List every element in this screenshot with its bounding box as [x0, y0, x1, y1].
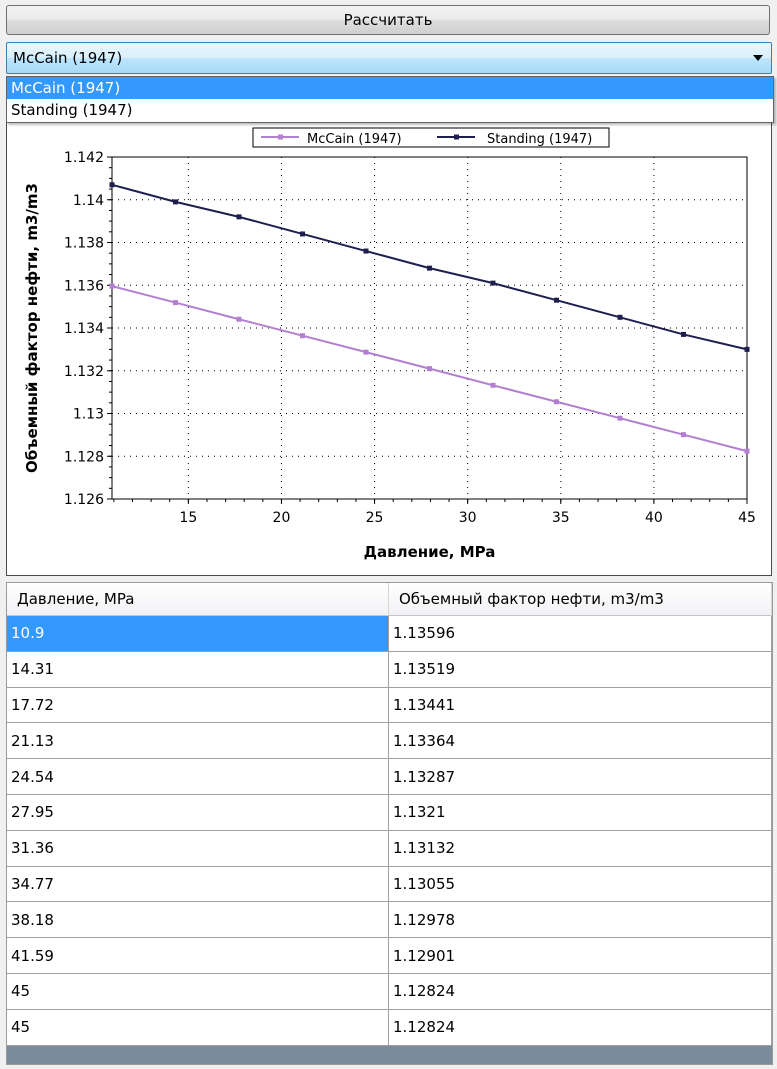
data-point [427, 366, 432, 372]
data-point [490, 280, 496, 286]
cell-pressure[interactable]: 41.59 [7, 938, 389, 973]
column-header-pressure[interactable]: Давление, MPa [7, 583, 389, 615]
data-point [236, 316, 242, 322]
cell-pressure[interactable]: 38.18 [7, 902, 389, 938]
cell-oil-fvf[interactable]: 1.12901 [389, 938, 772, 973]
column-header-oil-fvf[interactable]: Объемный фактор нефти, m3/m3 [389, 583, 772, 615]
data-point [173, 300, 178, 306]
data-point [617, 314, 623, 320]
cell-oil-fvf[interactable]: 1.13596 [389, 616, 772, 651]
x-tick-label: 25 [366, 510, 384, 526]
data-point [173, 199, 178, 205]
cell-pressure[interactable]: 31.36 [7, 830, 389, 866]
oil-fvf-chart: 1.126 1.128 1.13 1.132 1.134 1.136 1.138 1.14 1.… [23, 127, 756, 561]
cell-pressure[interactable]: 45 [7, 1009, 389, 1045]
y-tick-label: 1.138 [64, 236, 104, 252]
cell-pressure[interactable]: 24.54 [7, 759, 389, 794]
legend-label: Standing (1947) [487, 132, 592, 147]
data-point [363, 349, 369, 355]
x-tick-label: 30 [459, 510, 477, 526]
data-point [744, 448, 750, 454]
y-tick-label: 1.14 [73, 193, 104, 209]
table-row[interactable]: 38.18 1.12978 [7, 902, 772, 939]
cell-oil-fvf[interactable]: 1.12824 [389, 1009, 772, 1045]
cell-pressure[interactable]: 34.77 [7, 866, 389, 902]
y-tick-label: 1.13 [73, 407, 104, 423]
cell-oil-fvf[interactable]: 1.12824 [389, 973, 772, 1009]
x-tick-label: 20 [273, 510, 291, 526]
data-point [300, 231, 305, 237]
table-row[interactable]: 34.77 1.13055 [7, 866, 772, 903]
cell-oil-fvf[interactable]: 1.13364 [389, 723, 772, 759]
data-point [427, 265, 432, 271]
data-point [681, 432, 686, 438]
legend-marker [278, 134, 283, 140]
table-row[interactable]: 10.9 1.13596 [7, 616, 772, 652]
legend-label: McCain (1947) [307, 132, 402, 147]
y-tick-label: 1.142 [64, 150, 104, 166]
y-tick-label: 1.132 [64, 364, 104, 380]
table-row[interactable]: 45 1.12824 [7, 1009, 772, 1046]
data-point [363, 248, 369, 254]
table-row[interactable]: 27.95 1.1321 [7, 794, 772, 831]
cell-pressure[interactable]: 27.95 [7, 794, 389, 830]
data-point [681, 331, 686, 337]
table-row[interactable]: 24.54 1.13287 [7, 759, 772, 795]
chart-panel: 1.126 1.128 1.13 1.132 1.134 1.136 1.138 1.14 1.… [6, 76, 772, 576]
cell-pressure[interactable]: 14.31 [7, 651, 389, 687]
cell-pressure[interactable]: 17.72 [7, 687, 389, 723]
data-point [109, 283, 115, 289]
dropdown-option-mccain[interactable]: McCain (1947) [7, 77, 773, 99]
dropdown-option-standing[interactable]: Standing (1947) [11, 101, 133, 119]
x-tick-label: 35 [552, 510, 570, 526]
data-point [554, 399, 559, 405]
x-axis-label: Давление, MPa [364, 543, 496, 561]
table-row[interactable]: 45 1.12824 [7, 973, 772, 1010]
data-point [236, 214, 242, 220]
results-grid[interactable]: Давление, MPa Объемный фактор нефти, m3/… [6, 582, 773, 1065]
calculate-button[interactable]: Рассчитать [6, 5, 770, 35]
data-point [300, 333, 305, 339]
correlation-select-value: McCain (1947) [13, 49, 123, 67]
correlation-select[interactable]: McCain (1947) [6, 42, 772, 74]
x-tick-label: 45 [738, 510, 756, 526]
table-row[interactable]: 41.59 1.12901 [7, 938, 772, 974]
y-tick-label: 1.128 [64, 449, 104, 465]
data-point [554, 297, 559, 303]
cell-oil-fvf[interactable]: 1.13132 [389, 830, 772, 866]
correlation-dropdown-list[interactable]: McCain (1947) Standing (1947) [6, 76, 774, 123]
cell-oil-fvf[interactable]: 1.12978 [389, 902, 772, 938]
table-row[interactable]: 21.13 1.13364 [7, 723, 772, 760]
grid-header: Давление, MPa Объемный фактор нефти, m3/… [7, 583, 772, 616]
data-point [744, 346, 750, 352]
cell-oil-fvf[interactable]: 1.13287 [389, 759, 772, 794]
cell-oil-fvf[interactable]: 1.13441 [389, 687, 772, 723]
y-tick-label: 1.126 [64, 492, 104, 508]
cell-oil-fvf[interactable]: 1.13055 [389, 866, 772, 902]
cell-pressure[interactable]: 10.9 [7, 616, 389, 651]
grid-body: 10.9 1.13596 14.31 1.13519 17.72 1.13441 21.13… [7, 616, 772, 1046]
cell-oil-fvf[interactable]: 1.13519 [389, 651, 772, 687]
cell-oil-fvf[interactable]: 1.1321 [389, 794, 772, 830]
x-tick-label: 15 [179, 510, 197, 526]
plot-area [111, 156, 748, 500]
legend-marker [454, 134, 459, 140]
y-tick-label: 1.136 [64, 278, 104, 294]
cell-pressure[interactable]: 45 [7, 973, 389, 1009]
y-axis-label: Объемный фактор нефти, m3/m3 [23, 183, 41, 473]
data-point [617, 415, 623, 421]
y-tick-label: 1.134 [64, 321, 104, 337]
data-point [490, 382, 496, 388]
x-tick-label: 40 [645, 510, 663, 526]
legend-box [252, 127, 610, 148]
table-row[interactable]: 31.36 1.13132 [7, 830, 772, 867]
chevron-down-icon[interactable] [753, 55, 763, 61]
table-row[interactable]: 17.72 1.13441 [7, 687, 772, 724]
cell-pressure[interactable]: 21.13 [7, 723, 389, 759]
data-point [109, 182, 115, 188]
table-row[interactable]: 14.31 1.13519 [7, 651, 772, 688]
